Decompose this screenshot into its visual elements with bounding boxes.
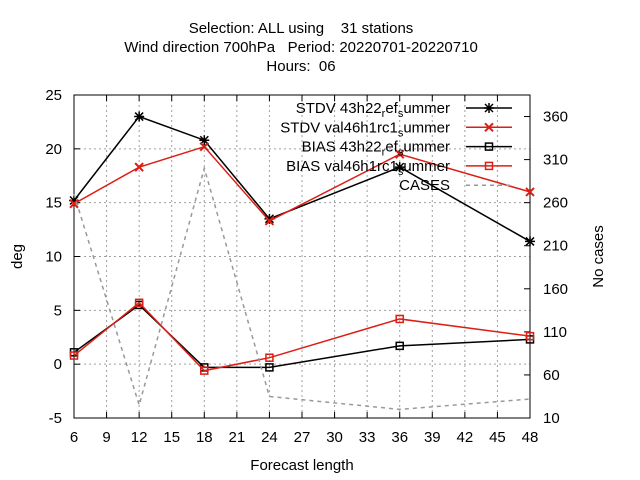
legend-label-part: r xyxy=(382,147,386,159)
y-tick-label: 0 xyxy=(54,356,62,373)
axes: 6 9 12 15 18 21 24 27 30 33 36 39 42 45 48 -5 0 5 10 15 20 25… xyxy=(9,87,607,474)
data-point xyxy=(69,351,79,360)
legend-label-part: s xyxy=(398,147,404,159)
y2-axis-label: No cases xyxy=(590,225,607,288)
x-tick-label: 27 xyxy=(294,429,311,446)
legend-label-part: ef xyxy=(385,139,398,156)
series-cases xyxy=(73,165,531,411)
x-tick-label: 18 xyxy=(196,429,213,446)
y-tick-label: -5 xyxy=(49,410,62,427)
x-tick-label: 48 xyxy=(522,429,539,446)
y-tick-label: 15 xyxy=(45,195,62,212)
series-bias-val46h1rc1-summer xyxy=(69,298,535,375)
x-tick-label: 9 xyxy=(102,429,110,446)
y2-tick-label: 10 xyxy=(543,410,560,427)
y-axis-label: deg xyxy=(9,244,26,269)
x-axis-label: Forecast length xyxy=(250,457,353,474)
y2-tick-label: 160 xyxy=(543,281,568,298)
data-point xyxy=(264,213,275,224)
legend-label: BIAS 43h22refsummer xyxy=(302,139,450,159)
legend-label-part: ummer xyxy=(403,119,450,136)
legend-label-part: ummer xyxy=(403,139,450,156)
y-tick-label: 25 xyxy=(45,87,62,104)
data-point xyxy=(525,331,535,341)
x-tick-label: 6 xyxy=(70,429,78,446)
x-tick-label: 36 xyxy=(391,429,408,446)
y2-tick-label: 210 xyxy=(543,238,568,255)
x-tick-label: 45 xyxy=(489,429,506,446)
y2-tick-label: 60 xyxy=(543,367,560,384)
data-point xyxy=(69,195,79,206)
series-stdv-val46h1rc1-summer xyxy=(69,141,535,226)
data-point xyxy=(484,103,494,113)
series-line xyxy=(73,303,531,369)
data-point xyxy=(265,353,274,362)
data-point xyxy=(134,111,145,122)
legend-label-part: STDV val46h1rc1 xyxy=(280,119,398,136)
legend-label-part: ummer xyxy=(403,158,450,175)
title-line: Wind direction 700hPa Period: 20220701-2… xyxy=(124,39,478,56)
legend-label: STDV val46h1rc1summer xyxy=(280,119,450,139)
data-point xyxy=(395,149,405,159)
series-line xyxy=(73,145,531,222)
x-tick-label: 12 xyxy=(131,429,148,446)
x-tick-label: 33 xyxy=(359,429,376,446)
x-tick-label: 42 xyxy=(457,429,474,446)
x-tick-label: 24 xyxy=(261,429,278,446)
series-stdv-43h22-ref-summer xyxy=(69,111,535,247)
title-line: Hours: 06 xyxy=(266,58,335,75)
data-point xyxy=(395,314,404,324)
data-point xyxy=(484,122,494,133)
series-layer xyxy=(69,111,535,411)
data-point xyxy=(484,161,494,171)
series-line xyxy=(73,165,531,411)
x-tick-label: 30 xyxy=(326,429,343,446)
legend-label-part: s xyxy=(398,166,404,178)
legend-label: BIAS val46h1rc1summer xyxy=(286,158,450,178)
data-point xyxy=(525,236,535,247)
data-point xyxy=(199,135,210,146)
x-tick-label: 21 xyxy=(229,429,246,446)
y2-tick-label: 310 xyxy=(543,152,568,169)
legend-label-part: r xyxy=(382,108,386,120)
legend-label-part: BIAS val46h1rc1 xyxy=(286,158,398,175)
y2-tick-label: 110 xyxy=(543,324,567,341)
y2-tick-label: 260 xyxy=(543,195,568,212)
series-line xyxy=(73,115,531,243)
y-tick-label: 20 xyxy=(45,141,62,158)
data-point xyxy=(484,142,494,151)
legend-label-part: s xyxy=(398,108,404,120)
grid xyxy=(74,95,530,418)
series-line xyxy=(73,301,531,372)
y2-tick-label: 360 xyxy=(543,109,568,126)
x-tick-label: 39 xyxy=(424,429,441,446)
data-point xyxy=(265,363,274,372)
y-tick-label: 5 xyxy=(54,302,62,319)
legend-label-part: BIAS 43h22 xyxy=(302,139,382,156)
data-point xyxy=(134,298,144,308)
data-point xyxy=(525,187,535,197)
y-tick-label: 10 xyxy=(45,249,62,266)
legend-label-part: s xyxy=(398,127,404,139)
data-point xyxy=(200,366,209,375)
legend-label-part: ef xyxy=(385,100,398,117)
chart-title: Selection: ALL using 31 stations Wind dir… xyxy=(124,20,478,75)
data-point xyxy=(134,162,144,172)
data-point xyxy=(199,141,209,152)
legend-label-part: CASES xyxy=(399,177,450,194)
data-point xyxy=(394,162,405,173)
title-line: Selection: ALL using 31 stations xyxy=(189,20,414,37)
legend-label-part: STDV 43h22 xyxy=(296,100,382,117)
data-point xyxy=(264,216,275,226)
legend-label: STDV 43h22refsummer xyxy=(296,100,450,120)
data-point xyxy=(69,199,79,209)
x-tick-label: 15 xyxy=(163,429,180,446)
data-point xyxy=(395,341,404,351)
legend-label-part: ummer xyxy=(403,100,450,117)
legend-label: CASES xyxy=(399,177,450,194)
